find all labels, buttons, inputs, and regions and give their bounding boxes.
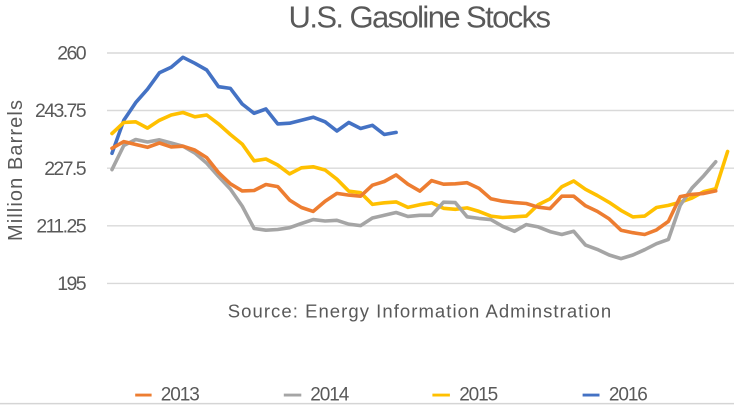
svg-text:260: 260: [57, 43, 86, 65]
svg-text:U.S. Gasoline Stocks: U.S. Gasoline Stocks: [289, 0, 551, 35]
svg-text:Million Barrels: Million Barrels: [5, 99, 27, 241]
svg-text:243.75: 243.75: [35, 100, 87, 122]
svg-text:2013: 2013: [161, 385, 199, 405]
svg-text:211.25: 211.25: [36, 215, 86, 237]
svg-text:2015: 2015: [459, 385, 497, 405]
svg-text:Source: Energy Information Adm: Source: Energy Information Adminstration: [228, 301, 612, 322]
svg-text:227.5: 227.5: [44, 158, 87, 180]
svg-text:195: 195: [57, 273, 86, 295]
svg-text:2014: 2014: [310, 385, 349, 405]
svg-text:2016: 2016: [609, 385, 647, 405]
